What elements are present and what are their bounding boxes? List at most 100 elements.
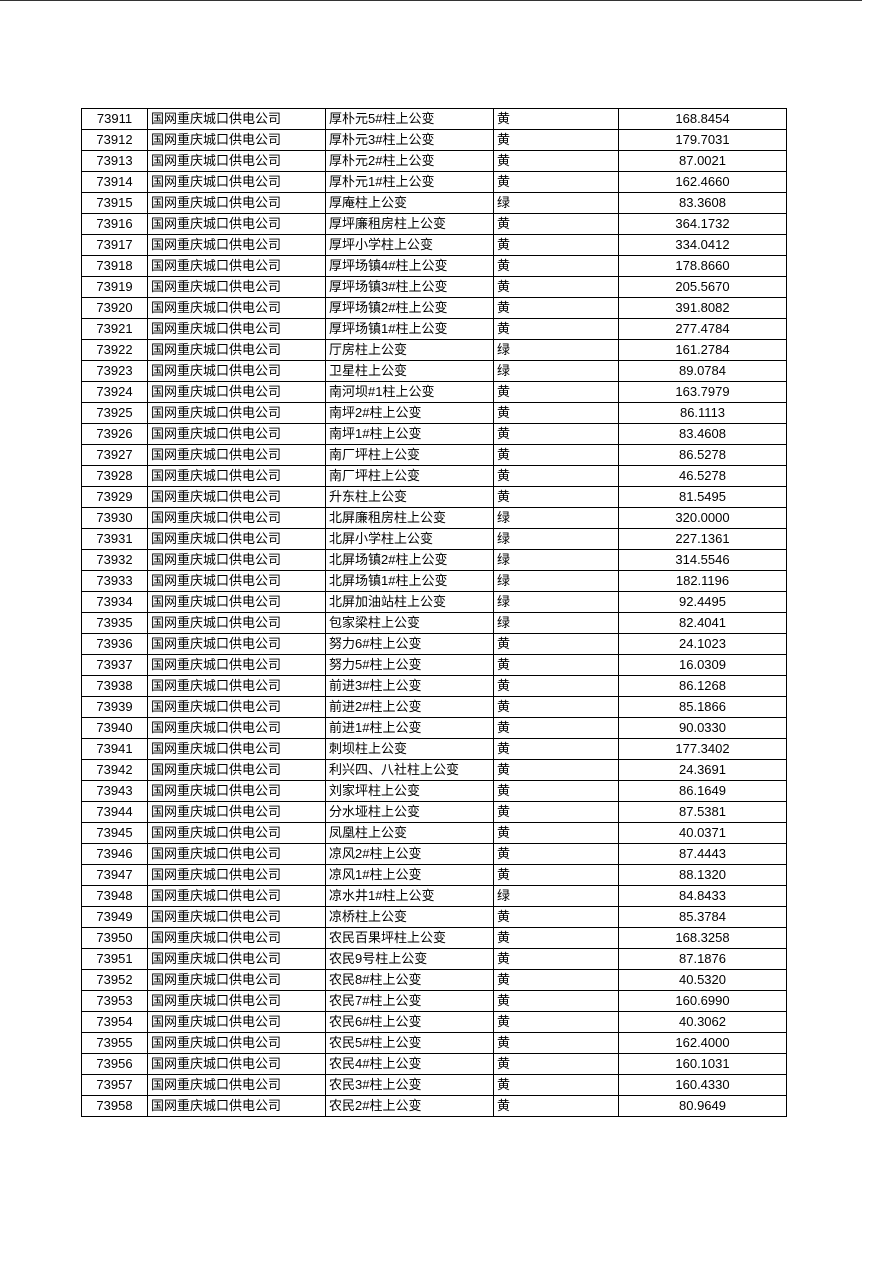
status-cell: 黄	[493, 402, 619, 424]
value-cell: 86.1268	[618, 675, 787, 697]
company-cell: 国网重庆城口供电公司	[147, 444, 326, 466]
value-cell: 87.0021	[618, 150, 787, 172]
id-cell: 73918	[81, 255, 148, 277]
status-cell: 黄	[493, 717, 619, 739]
table-row: 73957 国网重庆城口供电公司 农民3#柱上公变黄 160.4330	[81, 1074, 787, 1096]
transformer-cell: 厚坪场镇3#柱上公变	[325, 276, 494, 298]
id-cell: 73923	[81, 360, 148, 382]
status-cell: 黄	[493, 423, 619, 445]
status-cell: 黄	[493, 171, 619, 193]
value-cell: 168.3258	[618, 927, 787, 949]
table-row: 73955 国网重庆城口供电公司 农民5#柱上公变黄 162.4000	[81, 1032, 787, 1054]
company-cell: 国网重庆城口供电公司	[147, 1095, 326, 1117]
id-cell: 73957	[81, 1074, 148, 1096]
value-cell: 89.0784	[618, 360, 787, 382]
company-cell: 国网重庆城口供电公司	[147, 381, 326, 403]
value-cell: 87.5381	[618, 801, 787, 823]
status-cell: 黄	[493, 927, 619, 949]
company-cell: 国网重庆城口供电公司	[147, 1011, 326, 1033]
id-cell: 73920	[81, 297, 148, 319]
status-cell: 黄	[493, 213, 619, 235]
company-cell: 国网重庆城口供电公司	[147, 234, 326, 256]
id-cell: 73926	[81, 423, 148, 445]
value-cell: 182.1196	[618, 570, 787, 592]
status-cell: 黄	[493, 381, 619, 403]
status-cell: 黄	[493, 843, 619, 865]
transformer-cell: 凤凰柱上公变	[325, 822, 494, 844]
table-row: 73951 国网重庆城口供电公司 农民9号柱上公变黄 87.1876	[81, 948, 787, 970]
transformer-cell: 厚坪廉租房柱上公变	[325, 213, 494, 235]
transformer-cell: 厚庵柱上公变	[325, 192, 494, 214]
company-cell: 国网重庆城口供电公司	[147, 780, 326, 802]
status-cell: 黄	[493, 801, 619, 823]
status-cell: 绿	[493, 360, 619, 382]
value-cell: 320.0000	[618, 507, 787, 529]
id-cell: 73944	[81, 801, 148, 823]
status-cell: 黄	[493, 297, 619, 319]
status-cell: 绿	[493, 507, 619, 529]
value-cell: 162.4000	[618, 1032, 787, 1054]
table-row: 73930 国网重庆城口供电公司 北屏廉租房柱上公变绿 320.0000	[81, 507, 787, 529]
transformer-cell: 凉风2#柱上公变	[325, 843, 494, 865]
transformer-cell: 北屏场镇1#柱上公变	[325, 570, 494, 592]
company-cell: 国网重庆城口供电公司	[147, 423, 326, 445]
status-cell: 黄	[493, 129, 619, 151]
table-row: 73920 国网重庆城口供电公司 厚坪场镇2#柱上公变黄 391.8082	[81, 297, 787, 319]
id-cell: 73947	[81, 864, 148, 886]
data-table: 73911 国网重庆城口供电公司 厚朴元5#柱上公变黄 168.8454 73912 国网…	[81, 108, 787, 1117]
company-cell: 国网重庆城口供电公司	[147, 192, 326, 214]
id-cell: 73956	[81, 1053, 148, 1075]
company-cell: 国网重庆城口供电公司	[147, 696, 326, 718]
id-cell: 73939	[81, 696, 148, 718]
value-cell: 24.1023	[618, 633, 787, 655]
value-cell: 277.4784	[618, 318, 787, 340]
status-cell: 黄	[493, 255, 619, 277]
value-cell: 227.1361	[618, 528, 787, 550]
transformer-cell: 厚朴元3#柱上公变	[325, 129, 494, 151]
id-cell: 73937	[81, 654, 148, 676]
value-cell: 86.1113	[618, 402, 787, 424]
id-cell: 73954	[81, 1011, 148, 1033]
status-cell: 黄	[493, 969, 619, 991]
status-cell: 黄	[493, 465, 619, 487]
company-cell: 国网重庆城口供电公司	[147, 339, 326, 361]
transformer-cell: 农民3#柱上公变	[325, 1074, 494, 1096]
company-cell: 国网重庆城口供电公司	[147, 864, 326, 886]
value-cell: 86.1649	[618, 780, 787, 802]
status-cell: 黄	[493, 234, 619, 256]
transformer-cell: 农民4#柱上公变	[325, 1053, 494, 1075]
id-cell: 73948	[81, 885, 148, 907]
status-cell: 黄	[493, 654, 619, 676]
transformer-cell: 农民6#柱上公变	[325, 1011, 494, 1033]
company-cell: 国网重庆城口供电公司	[147, 801, 326, 823]
table-row: 73923 国网重庆城口供电公司 卫星柱上公变绿 89.0784	[81, 360, 787, 382]
id-cell: 73935	[81, 612, 148, 634]
status-cell: 绿	[493, 885, 619, 907]
table-row: 73956 国网重庆城口供电公司 农民4#柱上公变黄 160.1031	[81, 1053, 787, 1075]
status-cell: 黄	[493, 318, 619, 340]
id-cell: 73922	[81, 339, 148, 361]
id-cell: 73915	[81, 192, 148, 214]
status-cell: 黄	[493, 759, 619, 781]
id-cell: 73921	[81, 318, 148, 340]
value-cell: 160.1031	[618, 1053, 787, 1075]
transformer-cell: 农民8#柱上公变	[325, 969, 494, 991]
table-row: 73916 国网重庆城口供电公司 厚坪廉租房柱上公变黄 364.1732	[81, 213, 787, 235]
id-cell: 73929	[81, 486, 148, 508]
value-cell: 80.9649	[618, 1095, 787, 1117]
id-cell: 73919	[81, 276, 148, 298]
table-row: 73948 国网重庆城口供电公司 凉水井1#柱上公变绿 84.8433	[81, 885, 787, 907]
company-cell: 国网重庆城口供电公司	[147, 927, 326, 949]
value-cell: 85.1866	[618, 696, 787, 718]
id-cell: 73946	[81, 843, 148, 865]
table-row: 73954 国网重庆城口供电公司 农民6#柱上公变黄 40.3062	[81, 1011, 787, 1033]
transformer-cell: 凉桥柱上公变	[325, 906, 494, 928]
transformer-cell: 凉水井1#柱上公变	[325, 885, 494, 907]
company-cell: 国网重庆城口供电公司	[147, 1053, 326, 1075]
table-row: 73952 国网重庆城口供电公司 农民8#柱上公变黄 40.5320	[81, 969, 787, 991]
status-cell: 黄	[493, 1011, 619, 1033]
table-row: 73931 国网重庆城口供电公司 北屏小学柱上公变绿 227.1361	[81, 528, 787, 550]
value-cell: 16.0309	[618, 654, 787, 676]
company-cell: 国网重庆城口供电公司	[147, 717, 326, 739]
table-row: 73927 国网重庆城口供电公司 南厂坪柱上公变黄 86.5278	[81, 444, 787, 466]
